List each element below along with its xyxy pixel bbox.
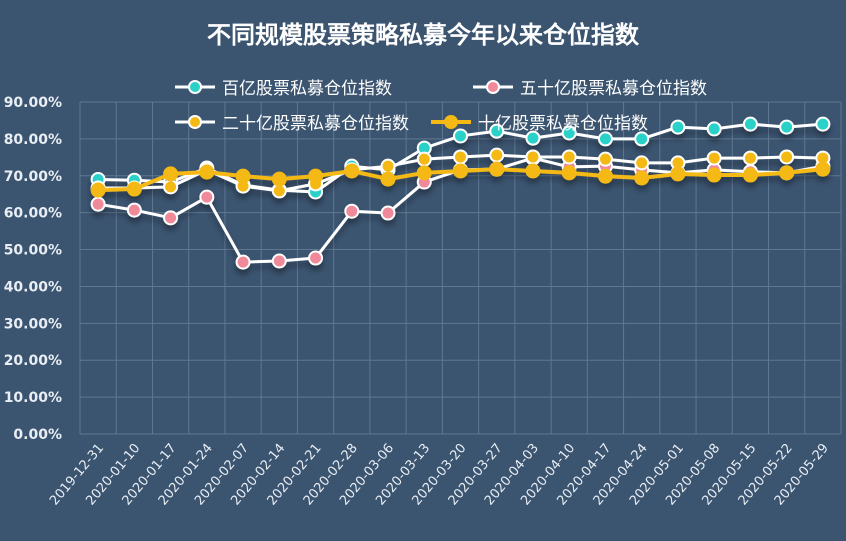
data-point[interactable] [634, 131, 650, 147]
data-point[interactable] [489, 147, 505, 163]
data-point[interactable] [90, 182, 106, 198]
legend-item[interactable]: 二十亿股票私募仓位指数 [175, 114, 409, 134]
data-point[interactable] [525, 163, 541, 179]
data-point[interactable] [235, 254, 251, 270]
data-point[interactable] [453, 128, 468, 144]
legend-item[interactable]: 十亿股票私募仓位指数 [431, 114, 648, 134]
data-point[interactable] [597, 168, 613, 184]
data-point[interactable] [235, 168, 251, 184]
data-point[interactable] [779, 165, 795, 181]
data-point[interactable] [634, 170, 650, 186]
y-tick-label: 10.00% [4, 390, 62, 406]
legend-item[interactable]: 五十亿股票私募仓位指数 [473, 79, 707, 99]
data-point[interactable] [416, 151, 432, 167]
legend-marker-icon [486, 80, 500, 94]
data-point[interactable] [126, 202, 142, 218]
data-point[interactable] [308, 250, 324, 266]
data-point[interactable] [489, 123, 505, 139]
data-point[interactable] [271, 171, 287, 187]
legend-label: 百亿股票私募仓位指数 [222, 79, 392, 99]
data-point[interactable] [779, 119, 795, 135]
data-point[interactable] [742, 167, 758, 183]
data-point[interactable] [525, 130, 541, 146]
data-point[interactable] [561, 165, 577, 181]
data-point[interactable] [597, 131, 613, 147]
data-point[interactable] [815, 116, 831, 132]
data-point[interactable] [380, 171, 396, 187]
data-point[interactable] [815, 161, 831, 177]
data-point[interactable] [706, 167, 722, 183]
data-point[interactable] [453, 163, 468, 179]
y-axis: 0.00% 10.00% 20.00% 30.00% 40.00% 50.00% 60.00… [4, 95, 62, 443]
data-point[interactable] [163, 166, 179, 182]
legend-label: 二十亿股票私募仓位指数 [222, 114, 409, 134]
y-tick-label: 40.00% [4, 279, 62, 295]
data-point[interactable] [742, 150, 758, 166]
y-tick-label: 0.00% [13, 427, 62, 443]
data-point[interactable] [489, 161, 505, 177]
data-point[interactable] [561, 149, 577, 165]
legend-marker-icon [188, 115, 202, 129]
series-group [90, 116, 831, 270]
data-point[interactable] [597, 151, 613, 167]
data-point[interactable] [90, 196, 106, 212]
data-point[interactable] [163, 179, 179, 195]
data-point[interactable] [308, 168, 324, 184]
data-point[interactable] [344, 203, 360, 219]
data-point[interactable] [779, 149, 795, 165]
legend-marker-icon [188, 80, 202, 94]
data-point[interactable] [525, 149, 541, 165]
legend-item[interactable]: 百亿股票私募仓位指数 [175, 79, 392, 99]
y-tick-label: 70.00% [4, 169, 62, 185]
legend-marker-icon [444, 115, 458, 129]
data-point[interactable] [561, 125, 577, 141]
series-3 [90, 161, 831, 198]
data-point[interactable] [344, 163, 360, 179]
data-point[interactable] [126, 181, 142, 197]
y-tick-label: 30.00% [4, 316, 62, 332]
x-axis: 2019-12-312020-01-102020-01-172020-01-24… [47, 441, 832, 509]
chart-title: 不同规模股票策略私募今年以来仓位指数 [207, 21, 640, 49]
data-point[interactable] [199, 189, 215, 205]
y-tick-label: 20.00% [4, 353, 62, 369]
legend-label: 十亿股票私募仓位指数 [478, 114, 648, 134]
grid [79, 101, 842, 435]
data-point[interactable] [706, 150, 722, 166]
data-point[interactable] [742, 116, 758, 132]
y-tick-label: 90.00% [4, 95, 62, 111]
data-point[interactable] [271, 253, 287, 269]
y-tick-label: 60.00% [4, 206, 62, 222]
data-point[interactable] [199, 164, 215, 180]
data-point[interactable] [670, 166, 686, 182]
y-tick-label: 80.00% [4, 132, 62, 148]
data-point[interactable] [453, 149, 468, 165]
data-point[interactable] [706, 121, 722, 137]
data-point[interactable] [163, 210, 179, 226]
data-point[interactable] [380, 205, 396, 221]
legend-label: 五十亿股票私募仓位指数 [520, 79, 707, 99]
data-point[interactable] [380, 158, 396, 174]
data-point[interactable] [416, 165, 432, 181]
data-point[interactable] [634, 155, 650, 171]
y-tick-label: 50.00% [4, 243, 62, 259]
data-point[interactable] [670, 119, 686, 135]
